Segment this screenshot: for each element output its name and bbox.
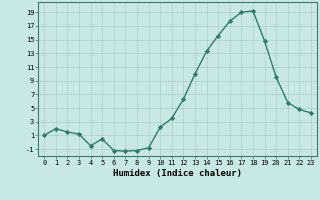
X-axis label: Humidex (Indice chaleur): Humidex (Indice chaleur) bbox=[113, 169, 242, 178]
